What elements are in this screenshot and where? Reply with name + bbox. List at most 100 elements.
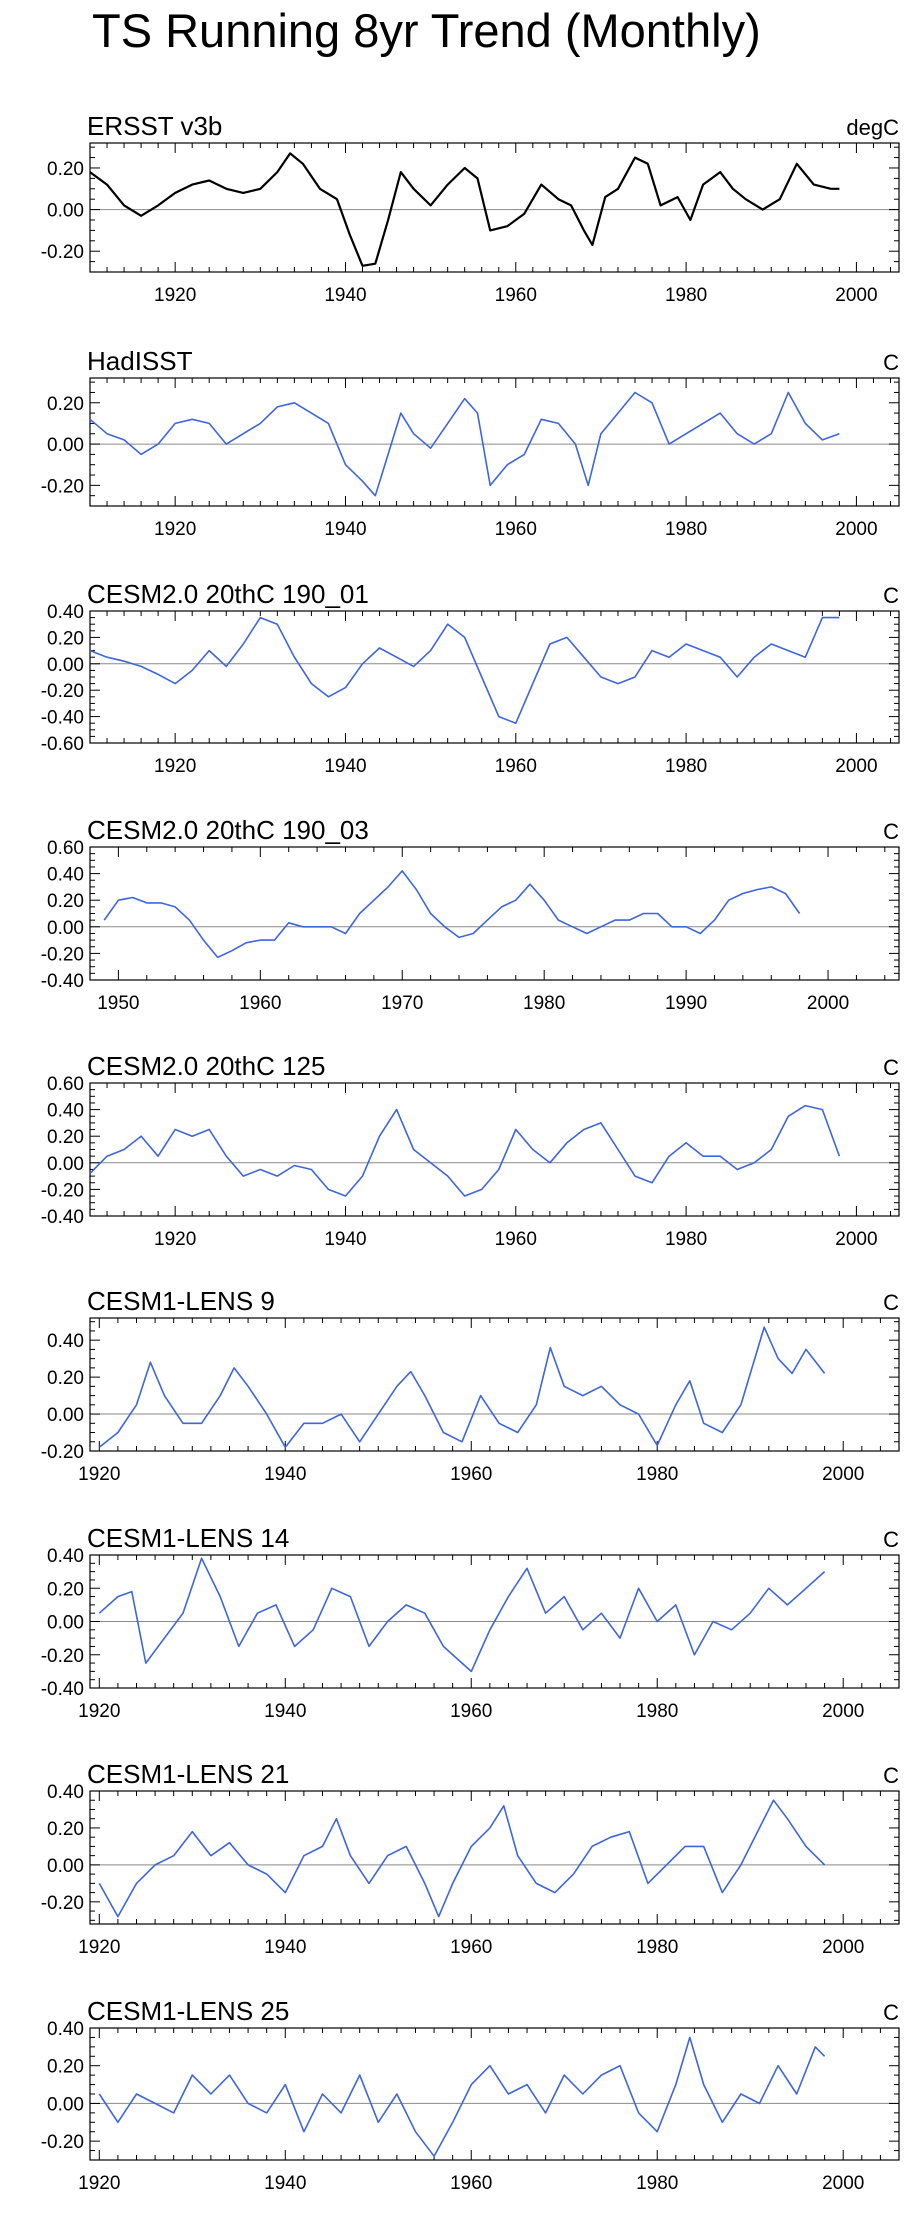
plot-frame xyxy=(89,1082,900,1217)
y-tick-label: 0.20 xyxy=(47,1579,84,1600)
x-tick-label: 1920 xyxy=(154,756,196,777)
x-tick-label: 1960 xyxy=(450,1701,492,1722)
x-tick-label: 1960 xyxy=(450,1937,492,1958)
x-tick-label: 1980 xyxy=(523,993,565,1014)
plot-frame xyxy=(89,846,900,981)
series-line xyxy=(89,152,840,267)
chart-units: C xyxy=(883,1763,899,1788)
y-tick-label: 0.20 xyxy=(47,1127,84,1148)
chart-panel-7: CESM1-LENS 14 C 0.40 0.20 0.00 -0.20 -0.401920… xyxy=(41,1523,900,1722)
x-tick-label: 1940 xyxy=(324,756,366,777)
y-tick-label: 0.00 xyxy=(47,201,84,222)
series-line xyxy=(98,1326,826,1449)
x-tick-label: 1960 xyxy=(495,519,537,540)
series-line xyxy=(89,391,840,497)
x-tick-label: 2000 xyxy=(835,285,877,306)
chart-units: C xyxy=(883,2000,899,2025)
y-tick-label: -0.20 xyxy=(41,476,84,497)
series-line xyxy=(103,870,801,959)
chart-panel-5: CESM2.0 20thC 125 C 0.60 0.40 0.20 0.00 -0.20 -… xyxy=(41,1051,900,1250)
chart-units: C xyxy=(883,350,899,375)
series-line xyxy=(98,2036,826,2157)
y-tick-label: -0.20 xyxy=(41,1893,84,1914)
plot-frame xyxy=(89,377,900,507)
x-tick-label: 1980 xyxy=(665,519,707,540)
x-tick-label: 1920 xyxy=(154,1229,196,1250)
x-tick-label: 1960 xyxy=(495,1229,537,1250)
y-tick-label: -0.20 xyxy=(41,242,84,263)
x-tick-label: 1950 xyxy=(97,993,139,1014)
y-tick-label: 0.20 xyxy=(47,2057,84,2078)
x-tick-label: 2000 xyxy=(822,2173,864,2194)
y-tick-label: 0.60 xyxy=(47,838,84,859)
y-tick-label: 0.40 xyxy=(47,1331,84,1352)
series-line xyxy=(98,1799,826,1918)
y-tick-label: 0.20 xyxy=(47,159,84,180)
y-tick-label: 0.20 xyxy=(47,394,84,415)
y-tick-label: 0.00 xyxy=(47,918,84,939)
plot-frame xyxy=(89,2027,900,2161)
series-line xyxy=(89,616,840,725)
y-tick-label: 0.20 xyxy=(47,1819,84,1840)
x-tick-label: 1980 xyxy=(636,1937,678,1958)
page-title: TS Running 8yr Trend (Monthly) xyxy=(92,4,761,57)
x-tick-label: 2000 xyxy=(822,1701,864,1722)
x-tick-label: 1940 xyxy=(324,285,366,306)
x-tick-label: 1980 xyxy=(636,1464,678,1485)
chart-title: CESM1-LENS 14 xyxy=(87,1523,289,1553)
plot-frame xyxy=(89,1790,900,1925)
y-tick-label: 0.40 xyxy=(47,1101,84,1122)
y-tick-label: -0.40 xyxy=(41,1207,84,1228)
x-tick-label: 1920 xyxy=(154,519,196,540)
chart-title: CESM1-LENS 9 xyxy=(87,1286,275,1316)
x-tick-label: 1920 xyxy=(78,1701,120,1722)
x-tick-label: 1960 xyxy=(495,285,537,306)
x-tick-label: 2000 xyxy=(835,519,877,540)
y-tick-label: 0.60 xyxy=(47,1074,84,1095)
y-tick-label: 0.20 xyxy=(47,1368,84,1389)
y-tick-label: -0.20 xyxy=(41,681,84,702)
x-tick-label: 1980 xyxy=(636,2173,678,2194)
plot-frame xyxy=(89,610,900,744)
x-tick-label: 2000 xyxy=(835,756,877,777)
series-line xyxy=(98,1557,826,1673)
x-tick-label: 1980 xyxy=(636,1701,678,1722)
series-line xyxy=(89,1104,841,1197)
y-tick-label: 0.00 xyxy=(47,1613,84,1634)
x-tick-label: 1940 xyxy=(264,1701,306,1722)
x-tick-label: 1990 xyxy=(665,993,707,1014)
x-tick-label: 1920 xyxy=(154,285,196,306)
y-tick-label: 0.40 xyxy=(47,865,84,886)
chart-title: CESM1-LENS 25 xyxy=(87,1996,289,2026)
x-tick-label: 1920 xyxy=(78,1464,120,1485)
chart-units: C xyxy=(883,819,899,844)
x-tick-label: 1980 xyxy=(665,756,707,777)
y-tick-label: 0.20 xyxy=(47,628,84,649)
chart-title: CESM2.0 20thC 190_03 xyxy=(87,815,369,845)
y-tick-label: -0.40 xyxy=(41,1679,84,1700)
y-tick-label: -0.40 xyxy=(41,708,84,729)
x-tick-label: 1980 xyxy=(665,285,707,306)
y-tick-label: -0.60 xyxy=(41,734,84,755)
y-tick-label: 0.00 xyxy=(47,435,84,456)
y-tick-label: -0.20 xyxy=(41,2132,84,2153)
plot-frame xyxy=(89,1554,900,1689)
y-tick-label: -0.20 xyxy=(41,1646,84,1667)
x-tick-label: 2000 xyxy=(822,1937,864,1958)
chart-panel-9: CESM1-LENS 25 C 0.40 0.20 0.00 -0.20 1920 1940 1… xyxy=(41,1996,900,2194)
x-tick-label: 1970 xyxy=(381,993,423,1014)
x-tick-label: 1960 xyxy=(450,2173,492,2194)
y-tick-label: -0.40 xyxy=(41,971,84,992)
x-tick-label: 2000 xyxy=(822,1464,864,1485)
chart-title: CESM1-LENS 21 xyxy=(87,1759,289,1789)
x-tick-label: 1940 xyxy=(324,1229,366,1250)
y-tick-label: 0.00 xyxy=(47,655,84,676)
x-tick-label: 1920 xyxy=(78,2173,120,2194)
x-tick-label: 1940 xyxy=(264,1464,306,1485)
y-tick-label: -0.20 xyxy=(41,944,84,965)
x-tick-label: 1940 xyxy=(264,1937,306,1958)
chart-panel-3: CESM2.0 20thC 190_01 C 0.40 0.20 0.00 -0.20 -0… xyxy=(41,579,900,777)
x-tick-label: 1940 xyxy=(324,519,366,540)
